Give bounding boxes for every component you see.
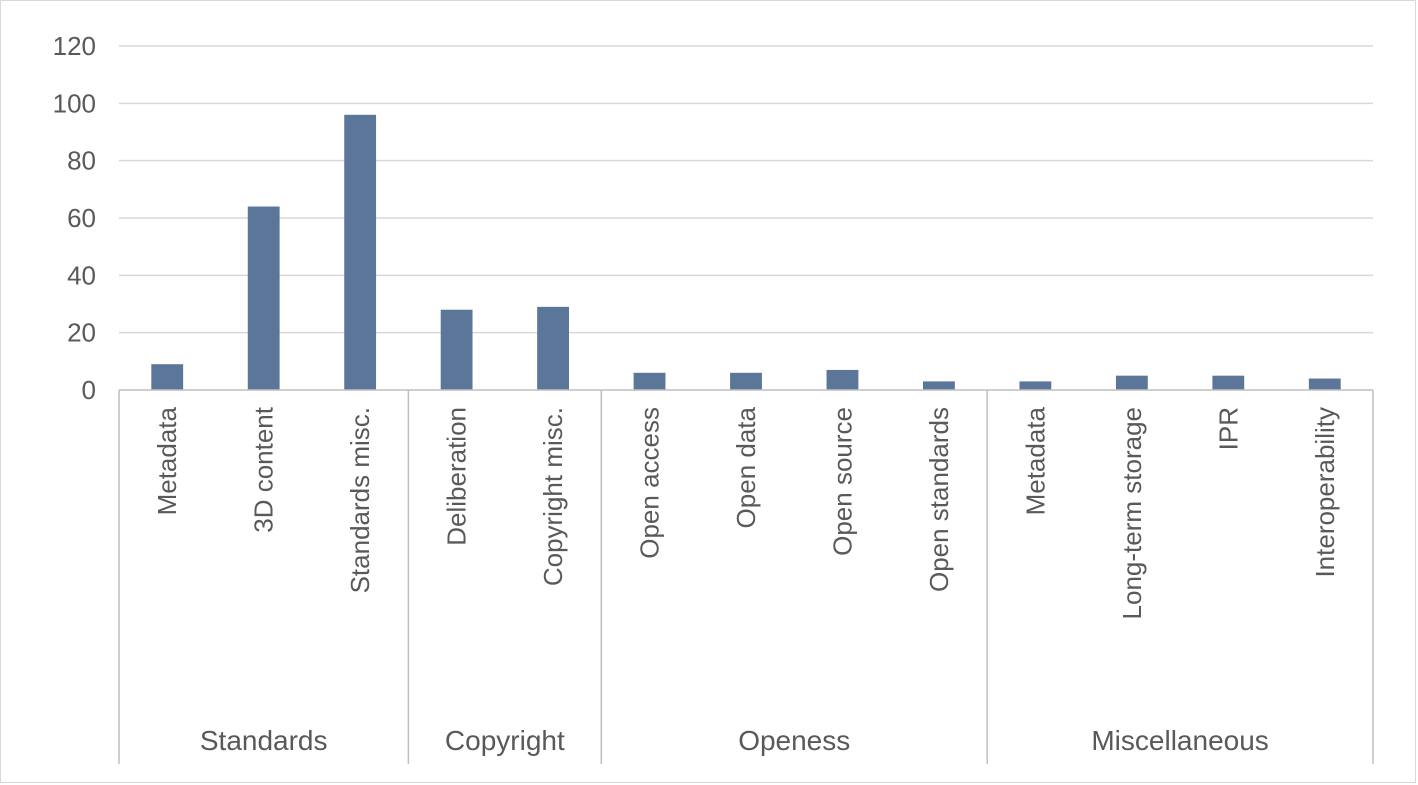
y-tick-label: 60 [67,203,96,233]
bar [730,372,762,390]
y-tick-label: 40 [67,260,96,290]
x-axis [118,389,1374,764]
category-label: Long-term storage [1117,407,1147,619]
bar [1019,381,1052,390]
y-tick-label: 20 [67,318,96,348]
bar [633,372,666,390]
group-label: Standards [200,725,328,756]
category-label: Metadata [1020,406,1050,515]
group-label: Miscellaneous [1091,725,1268,756]
y-tick-label: 80 [67,146,96,176]
category-label: Open access [635,407,665,559]
bar [440,309,473,390]
y-tick-label: 100 [53,88,96,118]
bar [1212,375,1245,390]
bar [344,114,377,391]
bar [247,206,280,390]
category-label: 3D content [249,406,279,533]
bar [1115,375,1148,390]
category-labels: Metadata 3D content Standards misc. Deliber… [152,406,1340,619]
category-label: Open source [827,407,857,556]
category-label: Interoperability [1310,407,1340,578]
category-label: Copyright misc. [538,407,568,586]
category-label: Open data [731,406,761,528]
group-label: Openess [738,725,850,756]
category-label: Standards misc. [345,407,375,593]
bar [1308,378,1341,390]
bar [826,369,859,390]
group-label: Copyright [445,725,565,756]
y-axis-tick-labels: 0 20 40 60 80 100 120 [53,31,96,405]
bar [151,364,184,390]
category-label: Open standards [924,407,954,592]
gridlines [119,45,1373,334]
y-tick-label: 120 [53,31,96,61]
category-label: IPR [1213,407,1243,450]
bar [923,381,955,390]
y-tick-label: 0 [82,375,96,405]
group-labels: Standards Copyright Openess Miscellaneous [200,725,1269,756]
bar [537,306,569,390]
bars [151,114,1341,391]
category-label: Deliberation [442,407,472,546]
category-label: Metadata [152,406,182,515]
